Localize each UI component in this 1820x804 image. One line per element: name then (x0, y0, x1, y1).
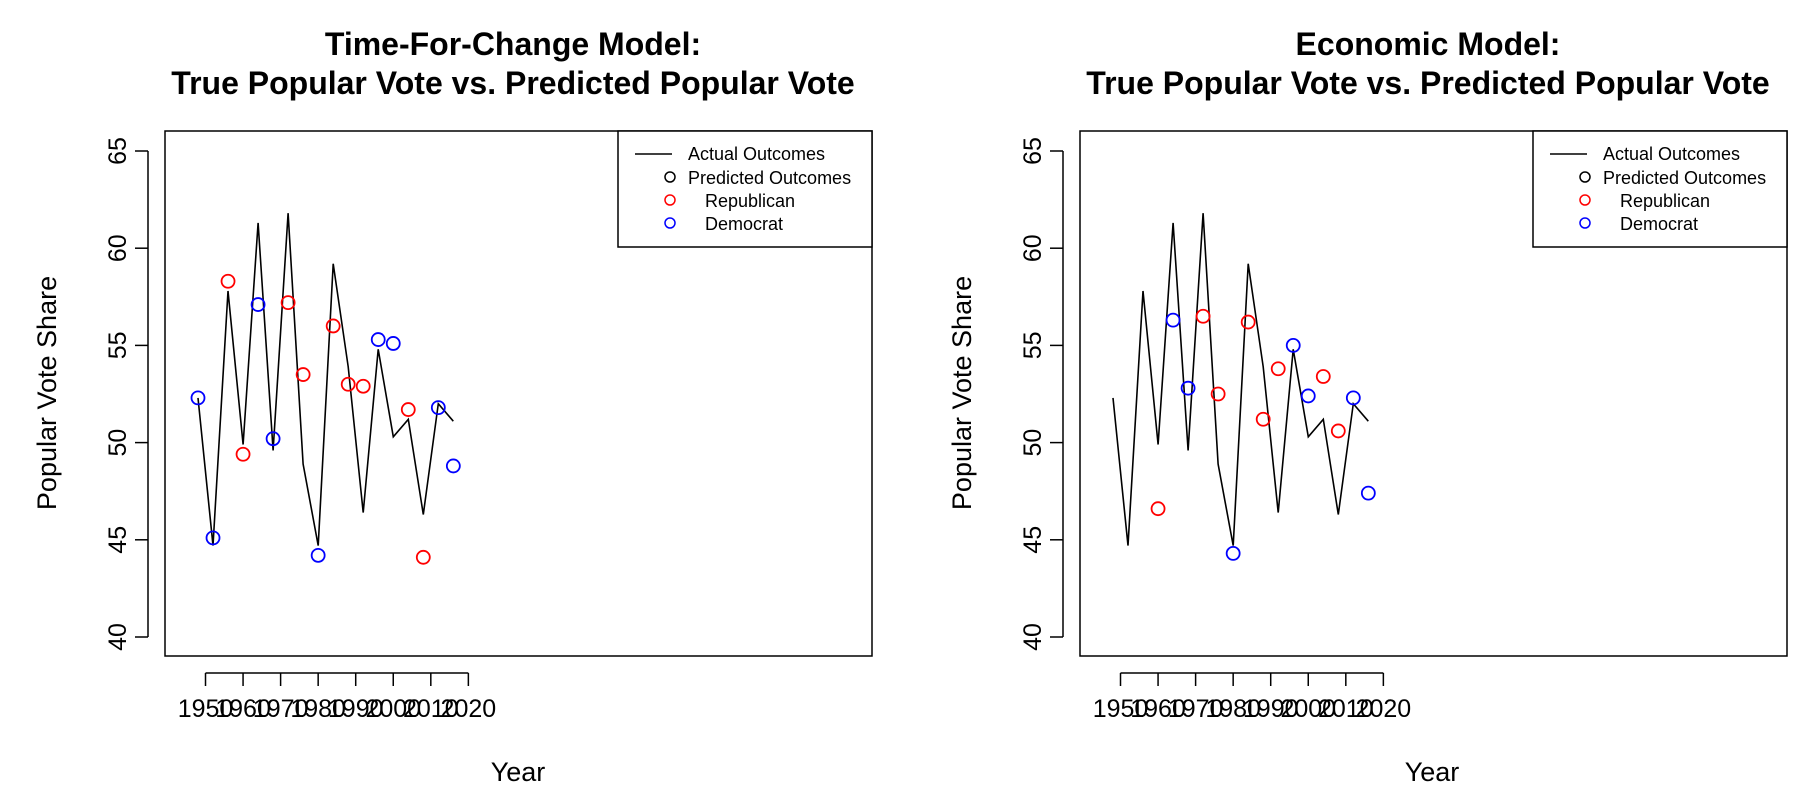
legend: Actual Outcomes Predicted Outcomes Repub… (1532, 130, 1788, 248)
legend-democrat: Democrat (705, 214, 783, 234)
y-tick-label: 45 (104, 526, 132, 554)
predicted-point-democrat (1180, 380, 1196, 396)
y-tick-label: 65 (104, 137, 132, 165)
x-tick-label: 1970 (253, 695, 309, 723)
x-tick-label: 1980 (1205, 695, 1261, 723)
predicted-point-democrat (1285, 337, 1301, 353)
predicted-point-republican (1240, 314, 1256, 330)
y-tick-label: 60 (1019, 234, 1047, 262)
chart-title: Time-For-Change Model: (325, 26, 701, 62)
y-tick-label: 50 (1019, 429, 1047, 457)
chart-subtitle: True Popular Vote vs. Predicted Popular … (1086, 65, 1769, 101)
predicted-point-republican (400, 402, 416, 417)
x-tick-label: 2000 (365, 695, 421, 723)
predicted-point-republican (1330, 423, 1346, 439)
x-tick-label: 1980 (290, 695, 346, 723)
y-tick-label: 55 (104, 331, 132, 359)
legend-republican: Republican (705, 191, 795, 211)
predicted-point-democrat (1225, 546, 1241, 561)
legend-actual: Actual Outcomes (1603, 144, 1740, 164)
legend-circle-blue (664, 217, 676, 229)
predicted-point-republican (1315, 369, 1331, 384)
legend: Actual Outcomes Predicted Outcomes Repub… (617, 130, 873, 248)
legend-circle-blue (1579, 217, 1591, 229)
x-tick-label: 1950 (1093, 695, 1149, 723)
predicted-point-democrat (205, 530, 221, 546)
predicted-point-democrat (370, 332, 386, 347)
actual-outcomes-line (1112, 213, 1369, 546)
predicted-point-republican (235, 446, 251, 462)
legend-circle-black (664, 171, 676, 183)
y-tick-label: 55 (1019, 331, 1047, 359)
y-axis-label: Popular Vote Share (32, 276, 62, 510)
predicted-point-democrat (190, 390, 206, 406)
x-axis-label: Year (1405, 757, 1460, 787)
predicted-point-republican (1210, 386, 1226, 402)
legend-republican: Republican (1620, 191, 1710, 211)
legend-circle-black (1579, 171, 1591, 183)
y-tick-label: 45 (1019, 526, 1047, 554)
predicted-points (1150, 308, 1376, 561)
x-tick-label: 1960 (1130, 695, 1186, 723)
y-tick-label: 50 (104, 429, 132, 457)
predicted-point-republican (1150, 501, 1166, 517)
plot-frame (164, 130, 873, 657)
chart-subtitle: True Popular Vote vs. Predicted Popular … (171, 65, 854, 101)
predicted-point-republican (295, 367, 311, 382)
x-tick-label: 1960 (215, 695, 271, 723)
x-tick-label: 2000 (1280, 695, 1336, 723)
legend-box (617, 130, 873, 248)
predicted-point-democrat (1300, 388, 1316, 404)
x-tick-label: 2010 (1318, 695, 1374, 723)
x-tick-label: 1970 (1168, 695, 1224, 723)
actual-outcomes-line (197, 213, 454, 546)
predicted-point-democrat (1360, 485, 1376, 501)
legend-circle-red (664, 194, 676, 206)
predicted-point-republican (355, 378, 371, 394)
y-tick-label: 40 (1019, 623, 1047, 651)
predicted-point-republican (220, 273, 236, 289)
y-tick-label: 60 (104, 234, 132, 262)
predicted-point-democrat (430, 400, 446, 416)
predicted-point-republican (325, 318, 341, 334)
legend-circle-red (1579, 194, 1591, 206)
y-axis-label: Popular Vote Share (947, 276, 977, 510)
x-tick-label: 2020 (1356, 695, 1412, 723)
economic-model-panel: Economic Model: True Popular Vote vs. Pr… (947, 26, 1788, 787)
y-tick-label: 40 (104, 623, 132, 651)
predicted-point-republican (280, 295, 296, 311)
predicted-point-democrat (1345, 390, 1361, 406)
x-tick-label: 1950 (178, 695, 234, 723)
legend-predicted: Predicted Outcomes (688, 168, 851, 188)
predicted-point-democrat (265, 431, 281, 447)
predicted-point-democrat (250, 297, 266, 312)
predicted-points (190, 273, 461, 565)
predicted-point-democrat (445, 458, 461, 474)
predicted-point-republican (1270, 361, 1286, 377)
x-tick-label: 2020 (441, 695, 497, 723)
x-tick-label: 1990 (328, 695, 384, 723)
legend-democrat: Democrat (1620, 214, 1698, 234)
predicted-point-democrat (310, 547, 326, 563)
plot-frame (1079, 130, 1788, 657)
x-axis-label: Year (491, 757, 546, 787)
legend-box (1532, 130, 1788, 248)
legend-predicted: Predicted Outcomes (1603, 168, 1766, 188)
time-for-change-panel: Time-For-Change Model: True Popular Vote… (32, 26, 873, 787)
chart-title: Economic Model: (1296, 26, 1561, 62)
predicted-point-republican (340, 376, 356, 392)
predicted-point-republican (1195, 308, 1211, 324)
predicted-point-republican (415, 549, 431, 565)
predicted-point-democrat (1165, 312, 1181, 328)
x-tick-label: 1990 (1243, 695, 1299, 723)
x-tick-label: 2010 (403, 695, 459, 723)
y-tick-label: 65 (1019, 137, 1047, 165)
legend-actual: Actual Outcomes (688, 144, 825, 164)
predicted-point-republican (1255, 411, 1271, 427)
predicted-point-democrat (385, 336, 401, 351)
